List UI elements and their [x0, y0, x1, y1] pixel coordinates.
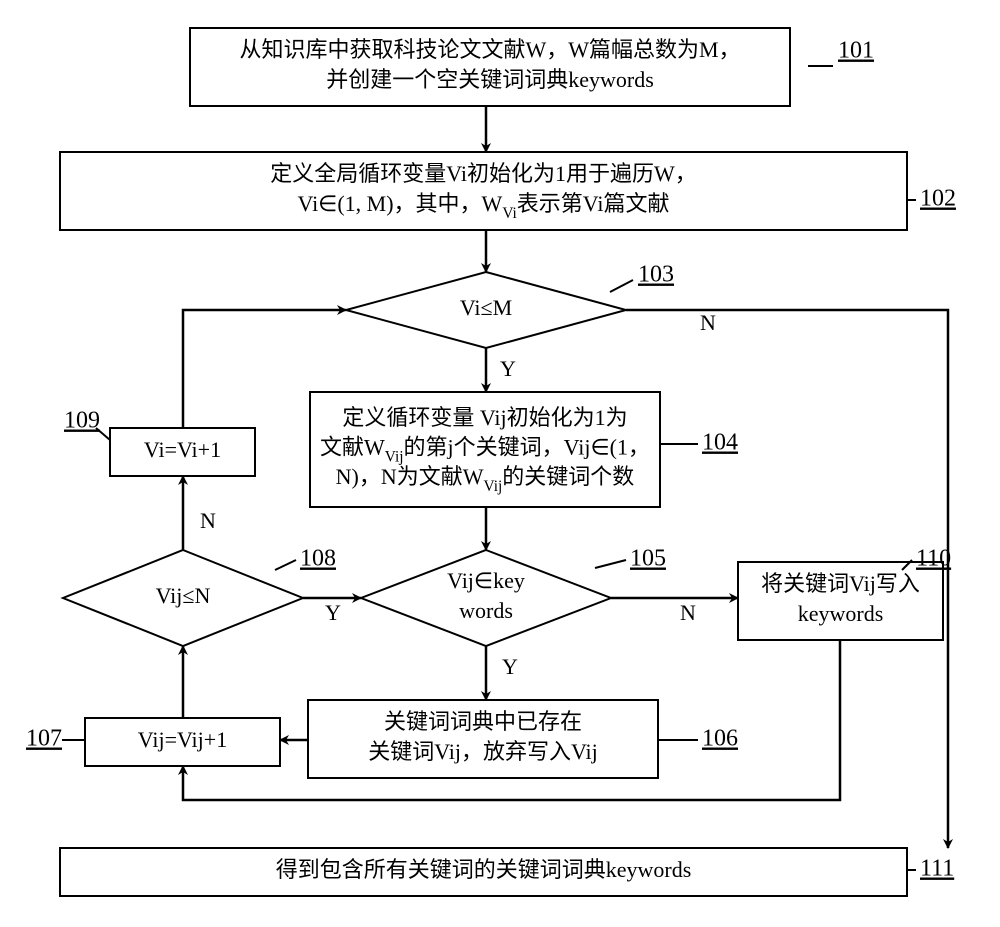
step-number-n107: 107	[26, 726, 62, 752]
node-text: 定义循环变量 Vij初始化为1为	[342, 405, 627, 430]
node-text: 关键词Vij，放弃写入Vij	[368, 739, 598, 764]
step-number-n106: 106	[702, 726, 738, 752]
node-n105: Vij∈key words	[361, 550, 611, 646]
step-leader	[610, 280, 633, 292]
node-text: 并创建一个空关键词词典keywords	[326, 67, 654, 92]
node-text: 将关键词Vij写入	[761, 571, 920, 596]
node-n107: Vij=Vij+1	[85, 718, 280, 766]
node-text: 从知识库中获取科技论文文献W，W篇幅总数为M，	[239, 37, 740, 62]
edge-label: N	[700, 310, 716, 335]
node-text: Vij=Vij+1	[138, 727, 227, 752]
node-n102: 定义全局循环变量Vi初始化为1用于遍历W，Vi∈(1, M)，其中，WVi表示第…	[60, 152, 907, 230]
edge-label: Y	[500, 356, 516, 381]
step-number-n101: 101	[838, 38, 874, 64]
node-n111: 得到包含所有关键词的关键词词典keywords	[60, 848, 907, 896]
node-text: 定义全局循环变量Vi初始化为1用于遍历W，	[270, 161, 696, 186]
step-number-n109: 109	[64, 408, 100, 434]
node-text: Vi=Vi+1	[144, 437, 221, 462]
node-n109: Vi=Vi+1	[110, 428, 255, 476]
step-number-n103: 103	[638, 262, 674, 288]
edge-label: N	[680, 600, 696, 625]
node-text: 得到包含所有关键词的关键词词典keywords	[276, 857, 692, 882]
node-text: Vi≤M	[460, 295, 512, 320]
node-n101: 从知识库中获取科技论文文献W，W篇幅总数为M， 并创建一个空关键词词典keywor…	[190, 28, 790, 106]
step-leader	[595, 560, 626, 568]
step-number-n102: 102	[920, 186, 956, 212]
node-n110: 将关键词Vij写入 keywords	[738, 562, 943, 640]
edge-label: N	[200, 508, 216, 533]
node-text: 关键词词典中已存在	[384, 709, 582, 734]
node-text: Vij≤N	[156, 583, 211, 608]
flowchart-canvas: Y N Y N Y N 从知识库中获取科技论文文献W，W篇幅总数为M， 并创建一个空关键词词典…	[0, 0, 1000, 927]
step-number-n104: 104	[702, 430, 738, 456]
node-n104: 定义循环变量 Vij初始化为1为文献WVij的第j个关键词，Vij∈(1，N)，…	[310, 392, 660, 507]
step-leader	[275, 560, 296, 570]
edge-label: Y	[325, 600, 341, 625]
step-number-n111: 111	[920, 856, 954, 882]
node-n103: Vi≤M	[346, 272, 626, 348]
node-text: keywords	[798, 601, 884, 626]
step-number-n108: 108	[300, 546, 336, 572]
node-text: words	[459, 598, 513, 623]
node-n106: 关键词词典中已存在关键词Vij，放弃写入Vij	[308, 700, 658, 778]
node-text: Vij∈key	[447, 568, 525, 593]
step-number-n105: 105	[630, 546, 666, 572]
step-number-n110: 110	[916, 546, 951, 572]
edge-label: Y	[502, 654, 518, 679]
node-n108: Vij≤N	[63, 550, 303, 646]
